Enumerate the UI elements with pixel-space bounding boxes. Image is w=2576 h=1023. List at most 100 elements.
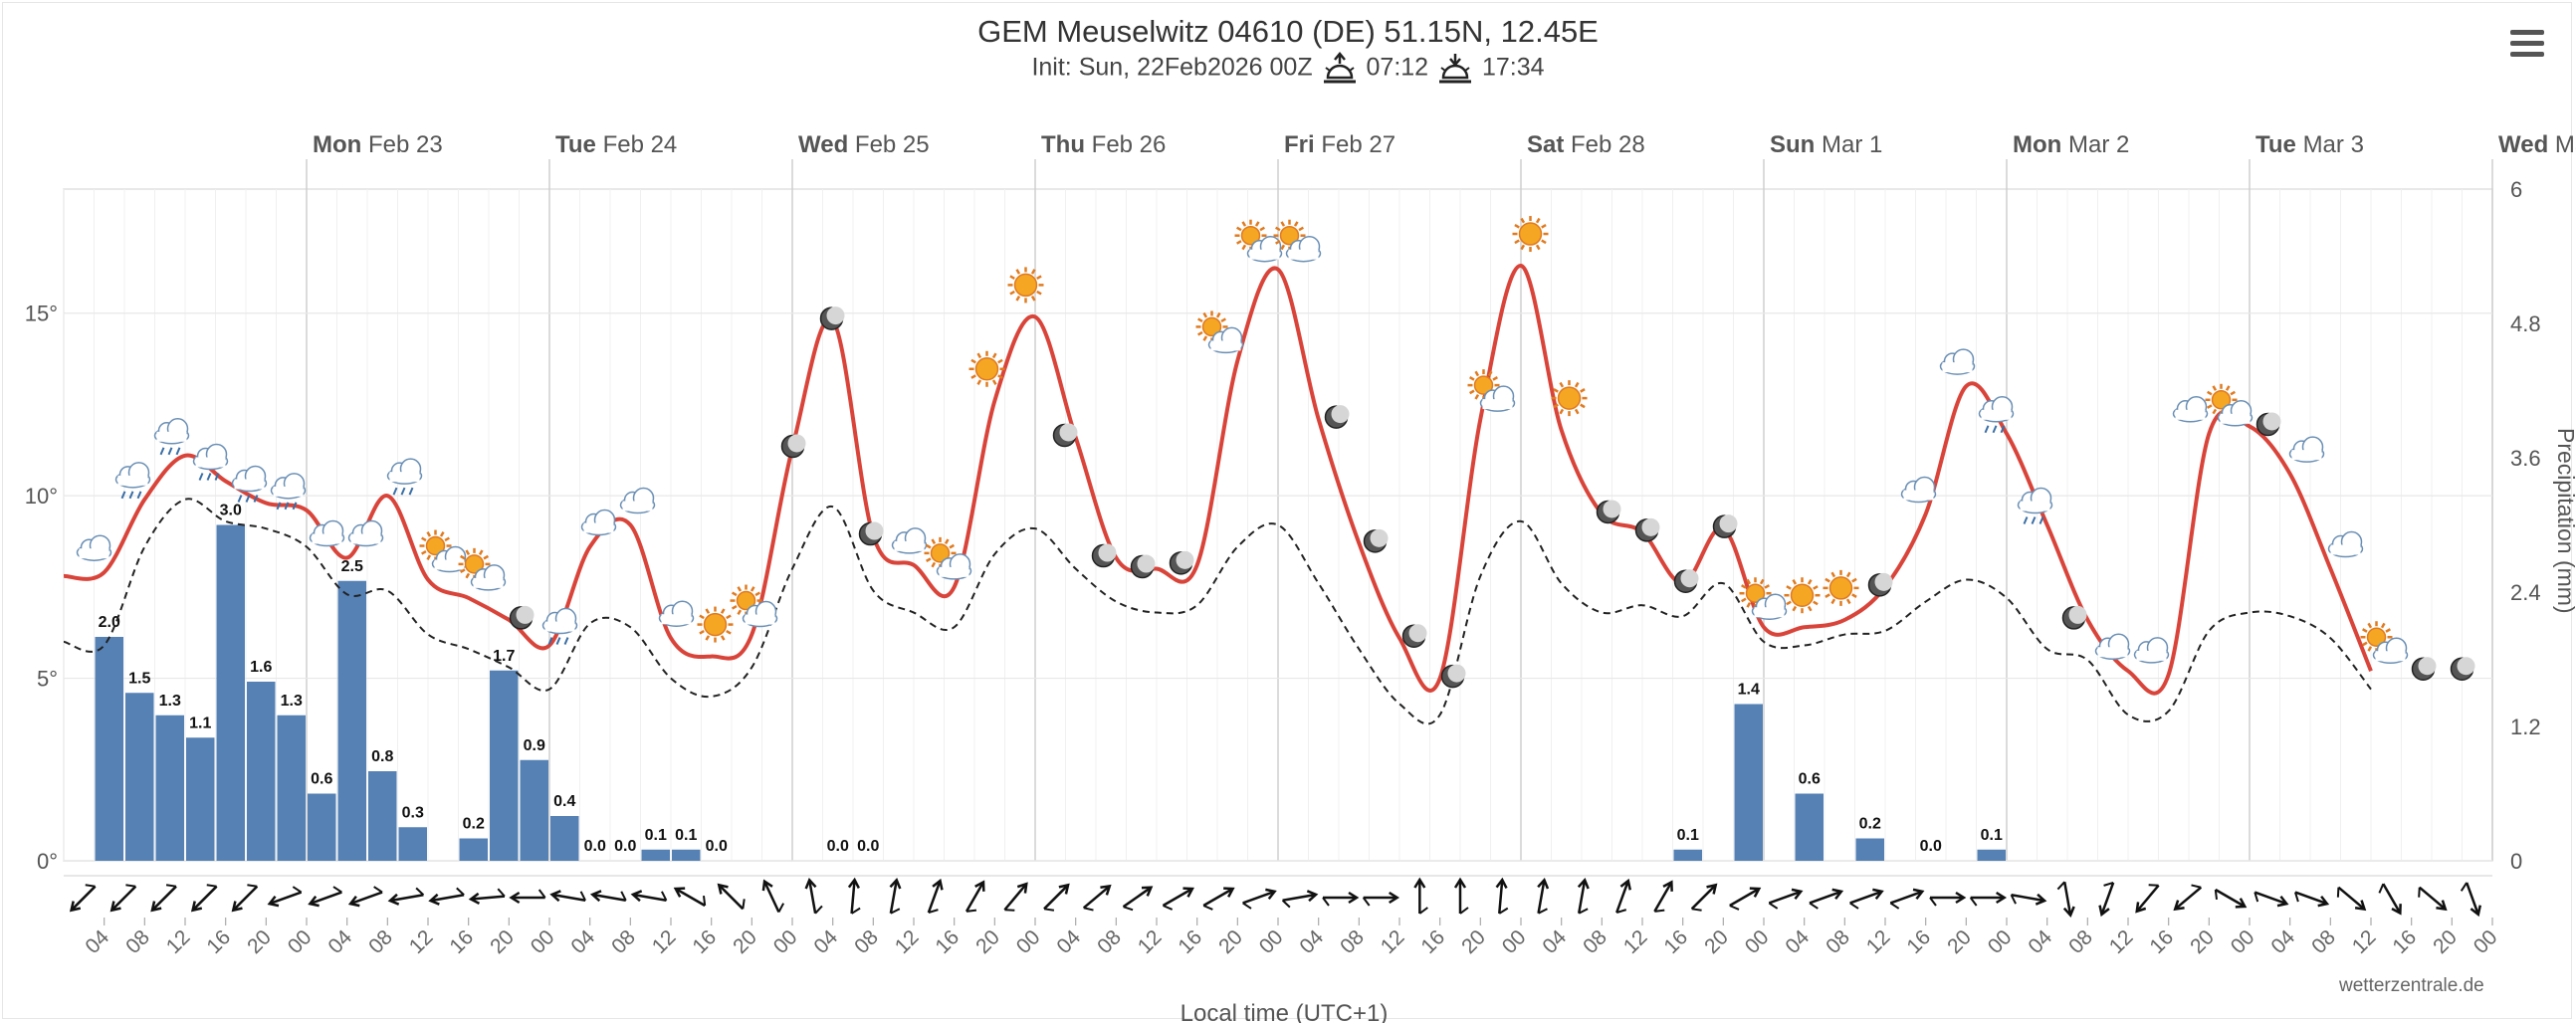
day-label: Wed Mar... xyxy=(2498,131,2576,158)
hour-tick-label: 00 xyxy=(1012,925,1045,958)
weather-icon xyxy=(730,584,778,628)
wind-barb-icon xyxy=(428,887,465,906)
precip-label: 0.1 xyxy=(1981,827,2003,844)
weather-icon xyxy=(458,547,507,591)
moon-icon xyxy=(1052,423,1078,448)
wind-barb-icon xyxy=(761,879,785,914)
weather-icon xyxy=(697,606,734,643)
day-label: Tue Mar 3 xyxy=(2255,131,2364,158)
precip-bar xyxy=(95,637,123,861)
hour-tick-label: 08 xyxy=(607,925,640,958)
wind-barb-icon xyxy=(1537,877,1550,915)
y-right-tick-label: 3.6 xyxy=(2510,446,2541,471)
wind-barb-icon xyxy=(2135,884,2160,914)
wind-barb-icon xyxy=(1768,888,1804,910)
moon-icon xyxy=(1169,550,1194,575)
wind-barb-icon xyxy=(1615,878,1632,914)
precip-label: 1.5 xyxy=(128,670,150,687)
moon-icon xyxy=(1401,624,1427,648)
precip-bar xyxy=(1795,793,1824,861)
day-label: Wed Feb 25 xyxy=(798,131,930,158)
hour-tick-label: 04 xyxy=(809,925,842,958)
y-left-tick-label: 15° xyxy=(25,302,58,326)
hour-tick-label: 08 xyxy=(1822,925,1854,958)
hour-tick-label: 04 xyxy=(2024,925,2056,958)
day-label: Mon Mar 2 xyxy=(2013,131,2129,158)
hour-tick-label: 16 xyxy=(1659,925,1692,958)
hour-tick-label: 00 xyxy=(527,925,559,958)
moon-icon xyxy=(1712,514,1738,538)
weather-icon xyxy=(1273,219,1322,263)
weather-icon xyxy=(1784,577,1821,614)
weather-icon xyxy=(347,519,384,547)
wind-barb-icon xyxy=(847,877,861,915)
hour-tick-label: 00 xyxy=(2469,925,2502,958)
hour-tick-label: 16 xyxy=(1174,925,1206,958)
precip-label: 1.3 xyxy=(159,693,181,710)
weather-icon xyxy=(270,473,307,511)
wind-barb-icon xyxy=(549,890,586,903)
wind-barb-icon xyxy=(1729,887,1762,911)
hour-tick-label: 16 xyxy=(2145,925,2178,958)
hour-tick-label: 04 xyxy=(566,925,599,958)
chart-subtitle: Init: Sun, 22Feb2026 00Z 07:12 17:34 xyxy=(0,52,2576,86)
wind-barb-icon xyxy=(2460,882,2482,918)
weather-icon xyxy=(2172,396,2209,423)
precip-bar xyxy=(1734,704,1763,861)
precip-label: 0.2 xyxy=(463,816,485,833)
y-axis-right-label: Precipitation (mm) xyxy=(2553,428,2576,614)
weather-icon xyxy=(2327,530,2364,558)
hour-tick-label: 12 xyxy=(1377,925,1409,958)
weather-icon xyxy=(2288,436,2325,463)
precip-label: 0.3 xyxy=(402,804,424,821)
chart-title: GEM Meuselwitz 04610 (DE) 51.15N, 12.45E xyxy=(977,14,1599,49)
hour-tick-label: 12 xyxy=(891,925,924,958)
precip-label: 1.3 xyxy=(281,693,303,710)
day-label: Sat Feb 28 xyxy=(1527,131,1645,158)
weather-icon xyxy=(2360,621,2409,664)
weather-icon xyxy=(619,487,656,514)
x-axis-label: Local time (UTC+1) xyxy=(1181,1000,1389,1023)
wind-barb-icon xyxy=(387,887,425,906)
precip-label: 0.0 xyxy=(706,838,728,855)
hour-tick-label: 04 xyxy=(2266,925,2299,958)
weather-icon xyxy=(1823,569,1859,606)
wind-barb-icon xyxy=(1969,891,2008,907)
day-label: Fri Feb 27 xyxy=(1284,131,1395,158)
weather-icon xyxy=(114,462,151,500)
moon-icon xyxy=(1673,569,1699,593)
precip-label: 2.5 xyxy=(341,558,363,575)
day-label: Thu Feb 26 xyxy=(1041,131,1166,158)
wind-barb-icon xyxy=(2098,882,2115,918)
moon-icon xyxy=(509,605,535,630)
wind-barb-icon xyxy=(308,886,342,908)
hour-tick-label: 00 xyxy=(1984,925,2017,958)
moon-icon xyxy=(858,521,884,546)
hour-tick-label: 12 xyxy=(2105,925,2138,958)
weather-icon xyxy=(2205,383,2254,427)
y-right-tick-label: 0 xyxy=(2510,849,2522,874)
hour-tick-label: 08 xyxy=(2064,925,2097,958)
precip-label: 0.1 xyxy=(1677,827,1699,844)
moon-icon xyxy=(2450,657,2475,681)
wind-barb-icon xyxy=(1453,877,1469,915)
weather-icon xyxy=(1978,396,2015,434)
wind-barb-icon xyxy=(1929,891,1967,907)
hour-tick-label: 04 xyxy=(81,925,113,958)
weather-icon xyxy=(1512,216,1549,253)
moon-icon xyxy=(1634,517,1660,542)
precip-label: 3.0 xyxy=(220,503,242,519)
precip-label: 0.8 xyxy=(371,748,393,765)
precip-bar xyxy=(1673,849,1702,861)
precip-label: 0.0 xyxy=(584,838,606,855)
weather-icon xyxy=(192,443,229,481)
wind-barb-icon xyxy=(1082,884,1112,912)
hour-tick-label: 08 xyxy=(1336,925,1369,958)
precip-bar xyxy=(186,737,215,861)
weather-icon xyxy=(1234,219,1283,263)
y-right-tick-label: 1.2 xyxy=(2510,715,2541,739)
menu-icon[interactable] xyxy=(2510,30,2544,58)
hour-tick-label: 16 xyxy=(2388,925,2421,958)
moon-icon xyxy=(1091,543,1117,568)
y-left-tick-label: 5° xyxy=(37,667,58,692)
